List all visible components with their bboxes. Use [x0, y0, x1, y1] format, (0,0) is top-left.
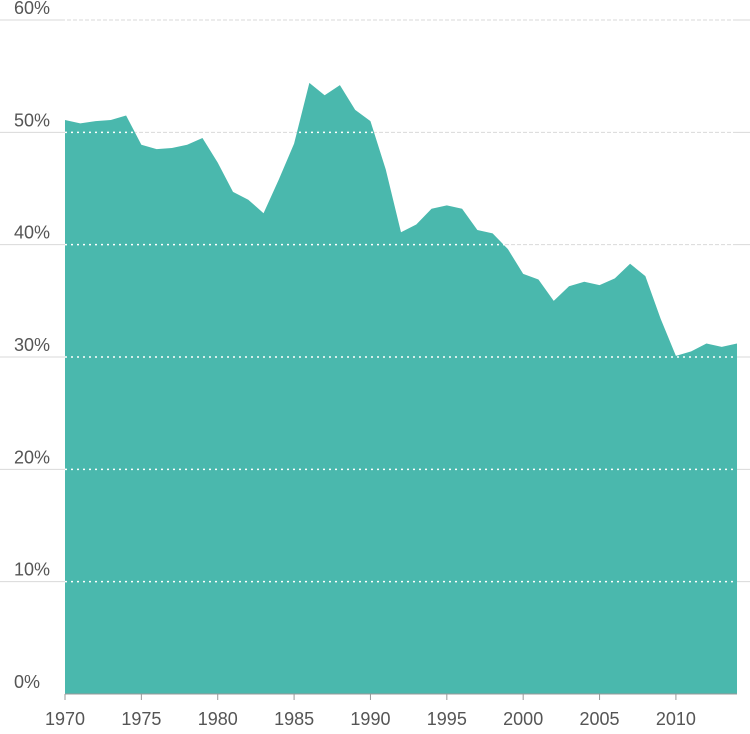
y-tick-label: 30% — [14, 335, 50, 355]
y-axis-tick-labels: 0% 10% 20% 30% 40% 50% 60% — [14, 0, 50, 692]
x-axis — [64, 693, 737, 700]
x-tick-label: 1970 — [45, 709, 85, 729]
y-tick-label: 0% — [14, 672, 40, 692]
x-tick-label: 2000 — [503, 709, 543, 729]
y-tick-label: 20% — [14, 447, 50, 467]
area-series — [65, 82, 737, 694]
y-tick-label: 50% — [14, 110, 50, 130]
x-tick-label: 1985 — [274, 709, 314, 729]
gridlines-over-area — [65, 19, 737, 583]
x-tick-label: 1995 — [427, 709, 467, 729]
y-tick-label: 60% — [14, 0, 50, 18]
x-tick-label: 2010 — [656, 709, 696, 729]
x-axis-tick-labels: 1970 1975 1980 1985 1990 1995 2000 2005 2010 — [45, 709, 696, 729]
y-tick-label: 40% — [14, 223, 50, 243]
x-tick-label: 1990 — [350, 709, 390, 729]
y-tick-label: 10% — [14, 560, 50, 580]
x-tick-label: 1980 — [198, 709, 238, 729]
x-tick-label: 2005 — [580, 709, 620, 729]
x-tick-label: 1975 — [121, 709, 161, 729]
